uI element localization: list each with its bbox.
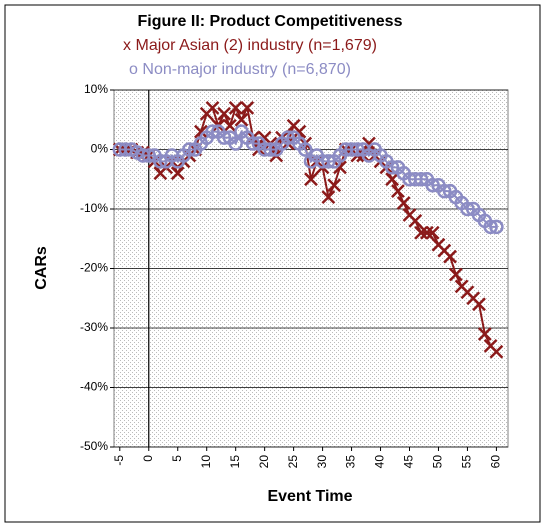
marker <box>437 183 452 199</box>
marker <box>170 166 185 181</box>
x-tick-label: 20 <box>257 455 271 469</box>
marker <box>489 344 504 359</box>
x-tick-label: 40 <box>373 455 387 469</box>
marker <box>350 142 365 157</box>
marker <box>419 225 434 240</box>
x-axis-title: Event Time <box>267 488 352 505</box>
marker <box>182 142 197 157</box>
x-tick-label: 45 <box>402 455 416 469</box>
y-tick-label: -30% <box>80 320 108 334</box>
marker <box>396 196 411 210</box>
x-tick-label: 25 <box>286 455 300 469</box>
marker <box>333 160 347 175</box>
x-tick-label: -5 <box>112 455 126 466</box>
marker <box>414 225 428 240</box>
x-tick-label: 35 <box>344 455 358 469</box>
marker <box>205 100 220 115</box>
marker <box>234 112 249 127</box>
y-tick-label: 0% <box>91 142 109 156</box>
y-tick-label: -40% <box>80 380 108 394</box>
y-axis-title: CARs <box>33 246 50 290</box>
y-tick-label: -20% <box>80 261 108 275</box>
marker <box>321 190 336 204</box>
marker <box>222 118 237 133</box>
series-layer <box>112 100 504 359</box>
x-tick-label: 0 <box>141 455 155 462</box>
marker <box>217 106 231 121</box>
x-tick-label: 50 <box>431 455 445 469</box>
x-tick-label: 30 <box>315 455 329 469</box>
marker <box>408 214 423 228</box>
marker <box>141 148 157 163</box>
marker <box>362 136 376 151</box>
legend-entry: o Non-major industry (n=6,870) <box>129 61 351 78</box>
marker <box>425 225 440 240</box>
marker <box>483 219 498 235</box>
marker <box>228 136 243 151</box>
marker <box>443 249 457 264</box>
marker <box>280 130 296 145</box>
marker <box>297 142 313 157</box>
marker <box>472 297 486 312</box>
marker <box>228 100 243 115</box>
marker <box>194 124 208 139</box>
marker <box>292 124 307 139</box>
marker <box>384 160 400 175</box>
y-tick-label: -50% <box>80 439 108 453</box>
legend-entry: x Major Asian (2) industry (n=1,679) <box>123 37 377 54</box>
x-tick-label: 15 <box>228 455 242 469</box>
marker <box>460 201 475 217</box>
x-tick-label: 10 <box>199 455 213 469</box>
marker <box>245 136 261 151</box>
marker <box>425 177 440 193</box>
marker <box>385 172 400 187</box>
marker <box>216 130 232 145</box>
x-tick-label: 55 <box>460 455 474 469</box>
x-tick-label: 60 <box>489 455 503 469</box>
marker <box>489 219 504 235</box>
marker <box>448 267 463 282</box>
marker <box>205 124 220 139</box>
marker <box>240 100 255 115</box>
marker <box>413 172 429 187</box>
y-tick-label: -10% <box>80 201 108 215</box>
y-tick-label: 10% <box>84 82 108 96</box>
marker <box>477 327 492 341</box>
marker <box>321 154 336 169</box>
marker <box>327 178 342 193</box>
chart-title: Figure II: Product Competitiveness <box>138 13 403 30</box>
marker <box>263 142 278 157</box>
marker <box>304 172 318 187</box>
marker <box>391 184 405 199</box>
x-tick-label: 5 <box>170 455 184 462</box>
marker <box>153 154 168 169</box>
